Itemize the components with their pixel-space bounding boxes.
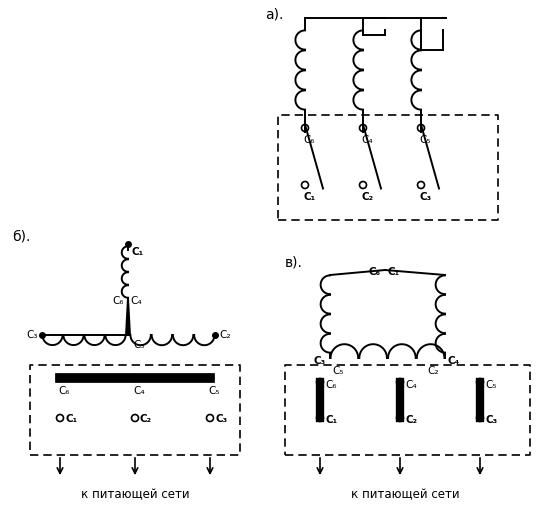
Text: C₅: C₅ [208, 386, 219, 396]
Text: а).: а). [265, 8, 283, 22]
Text: C₄: C₄ [130, 296, 142, 306]
Text: C₆: C₆ [303, 135, 315, 145]
Text: C₁: C₁ [131, 247, 143, 257]
Text: C₅: C₅ [485, 380, 496, 390]
Text: в).: в). [285, 255, 303, 269]
Text: б).: б). [12, 230, 30, 244]
Text: C₆: C₆ [112, 296, 124, 306]
Text: C₃: C₃ [419, 192, 431, 202]
Text: к питающей сети: к питающей сети [350, 488, 460, 501]
Text: C₆: C₆ [58, 386, 69, 396]
Text: C₅: C₅ [133, 340, 144, 350]
Text: C₂: C₂ [427, 366, 439, 376]
Text: C₄: C₄ [448, 356, 460, 366]
Text: C₅: C₅ [419, 135, 430, 145]
Text: к питающей сети: к питающей сети [80, 488, 190, 501]
Text: C₂: C₂ [140, 414, 152, 424]
Text: C₃: C₃ [485, 415, 497, 425]
Text: C₅: C₅ [332, 366, 343, 376]
Text: C₁: C₁ [303, 192, 315, 202]
Text: C₃: C₃ [215, 414, 227, 424]
Text: C₃: C₃ [26, 330, 38, 340]
Text: C₁: C₁ [325, 415, 337, 425]
Text: C₁: C₁ [65, 414, 77, 424]
Text: C₃: C₃ [314, 356, 326, 366]
Text: C₂: C₂ [361, 192, 373, 202]
Text: C₁: C₁ [387, 267, 399, 277]
Text: C₂: C₂ [219, 330, 230, 340]
Text: C₆: C₆ [325, 380, 337, 390]
Text: C₆: C₆ [369, 267, 381, 277]
Text: C₂: C₂ [405, 415, 417, 425]
Text: C₄: C₄ [405, 380, 417, 390]
Text: C₄: C₄ [361, 135, 372, 145]
Text: C₄: C₄ [133, 386, 144, 396]
